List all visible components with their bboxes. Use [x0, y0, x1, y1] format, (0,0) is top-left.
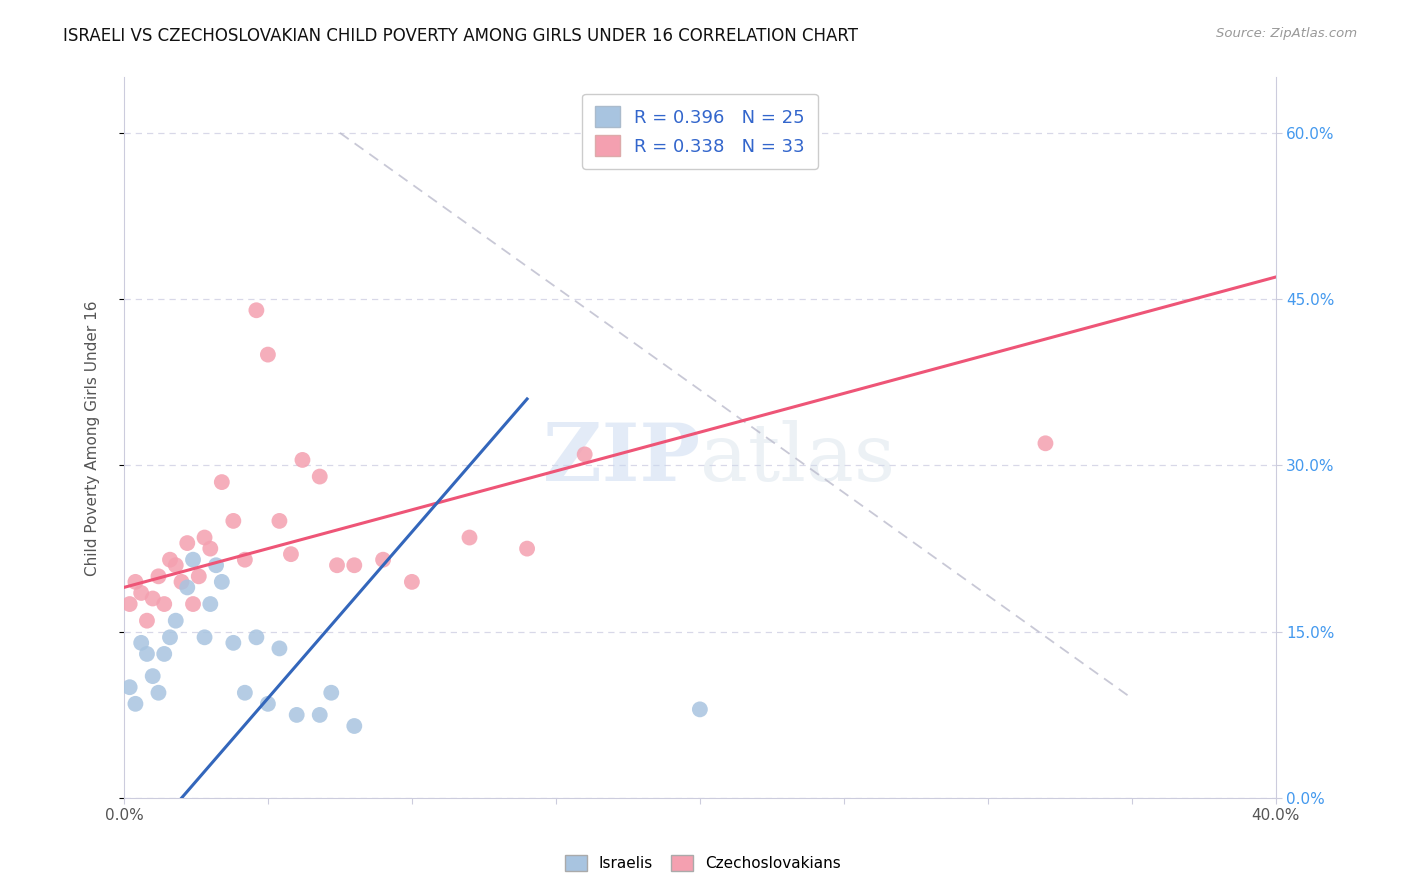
Point [124, 697, 146, 711]
Point [291, 453, 314, 467]
Point [176, 581, 198, 595]
Point [1035, 436, 1057, 450]
Point [689, 702, 711, 716]
Point [343, 558, 366, 573]
Point [187, 569, 209, 583]
Point [458, 531, 481, 545]
Point [142, 669, 165, 683]
Y-axis label: Child Poverty Among Girls Under 16: Child Poverty Among Girls Under 16 [86, 300, 100, 575]
Point [257, 697, 280, 711]
Text: Source: ZipAtlas.com: Source: ZipAtlas.com [1216, 27, 1357, 40]
Point [269, 514, 291, 528]
Legend: Israelis, Czechoslovakians: Israelis, Czechoslovakians [560, 849, 846, 877]
Point [516, 541, 538, 556]
Point [170, 574, 193, 589]
Point [280, 547, 302, 561]
Point [176, 536, 198, 550]
Point [148, 686, 170, 700]
Point [153, 597, 176, 611]
Legend: R = 0.396   N = 25, R = 0.338   N = 33: R = 0.396 N = 25, R = 0.338 N = 33 [582, 94, 818, 169]
Point [245, 303, 267, 318]
Point [142, 591, 165, 606]
Point [222, 514, 245, 528]
Text: ISRAELI VS CZECHOSLOVAKIAN CHILD POVERTY AMONG GIRLS UNDER 16 CORRELATION CHART: ISRAELI VS CZECHOSLOVAKIAN CHILD POVERTY… [63, 27, 858, 45]
Point [233, 552, 256, 566]
Point [257, 348, 280, 362]
Point [136, 614, 159, 628]
Point [136, 647, 159, 661]
Point [200, 597, 222, 611]
Point [159, 552, 181, 566]
Point [211, 475, 233, 489]
Point [285, 707, 308, 722]
Point [269, 641, 291, 656]
Point [371, 552, 394, 566]
Point [200, 541, 222, 556]
Point [574, 447, 596, 461]
Point [129, 636, 152, 650]
Text: atlas: atlas [700, 420, 896, 499]
Point [631, 148, 654, 162]
Point [165, 558, 187, 573]
Point [159, 630, 181, 644]
Point [193, 531, 215, 545]
Point [343, 719, 366, 733]
Point [118, 597, 141, 611]
Point [148, 569, 170, 583]
Point [233, 686, 256, 700]
Point [211, 574, 233, 589]
Point [308, 469, 330, 483]
Point [401, 574, 423, 589]
Point [118, 680, 141, 694]
Point [181, 597, 204, 611]
Point [124, 574, 146, 589]
Point [181, 552, 204, 566]
Point [308, 707, 330, 722]
Point [193, 630, 215, 644]
Point [245, 630, 267, 644]
Point [153, 647, 176, 661]
Text: ZIP: ZIP [543, 420, 700, 499]
Point [205, 558, 228, 573]
Point [165, 614, 187, 628]
Point [321, 686, 343, 700]
Point [326, 558, 349, 573]
Point [129, 586, 152, 600]
Point [222, 636, 245, 650]
